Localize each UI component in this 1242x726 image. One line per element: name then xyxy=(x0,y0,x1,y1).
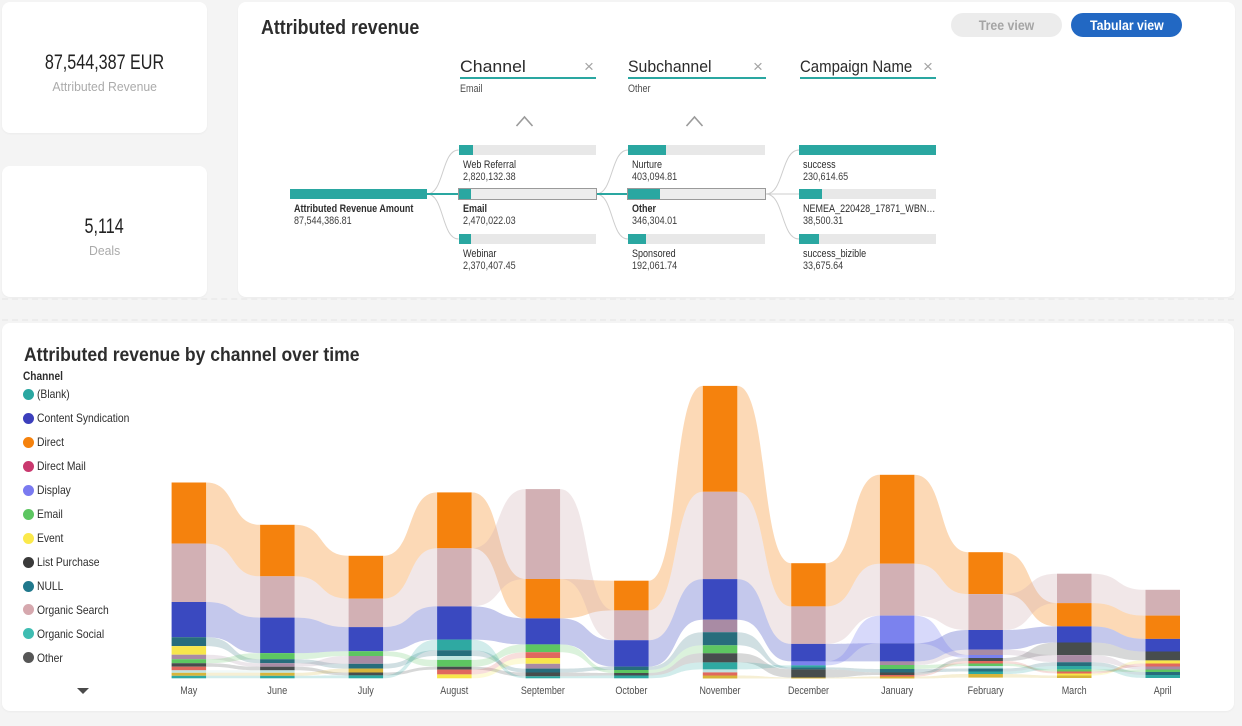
svg-text:February: February xyxy=(968,685,1004,697)
svg-text:July: July xyxy=(358,685,374,697)
svg-text:September: September xyxy=(521,685,565,697)
svg-text:December: December xyxy=(788,685,829,697)
svg-text:March: March xyxy=(1062,685,1087,697)
svg-text:May: May xyxy=(180,685,197,697)
svg-text:November: November xyxy=(700,685,741,697)
svg-text:January: January xyxy=(881,685,913,697)
svg-text:April: April xyxy=(1154,685,1172,697)
svg-text:October: October xyxy=(615,685,647,697)
svg-text:June: June xyxy=(267,685,287,697)
svg-text:August: August xyxy=(440,685,468,697)
